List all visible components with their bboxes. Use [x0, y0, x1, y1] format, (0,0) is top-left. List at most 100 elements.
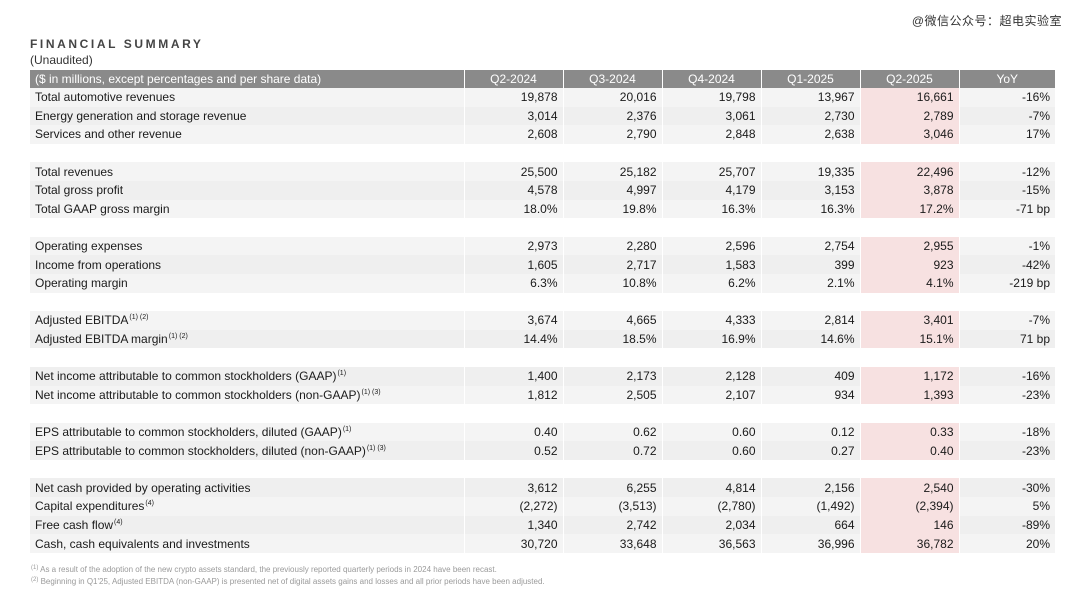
value-cell: 6.2% — [662, 273, 762, 293]
table-row: Operating expenses 2,973 2,280 2,596 2,754 2,… — [30, 236, 1055, 256]
table-row: Net income attributable to common stockh… — [30, 385, 1055, 405]
table-row: Energy generation and storage revenue 3,0… — [30, 106, 1055, 126]
value-cell: 2,973 — [464, 236, 564, 256]
value-cell: 4,333 — [662, 311, 762, 330]
footnote-marker: (1) — [342, 425, 352, 433]
row-label: Net cash provided by operating activitie… — [30, 478, 465, 498]
spacer-row — [30, 459, 1055, 479]
value-cell: 18.5% — [563, 329, 663, 349]
footnote-line: (1) As a result of the adoption of the n… — [30, 563, 545, 575]
spacer-cell — [30, 459, 1055, 479]
value-cell: 0.72 — [563, 441, 663, 460]
row-label-text: Operating expenses — [35, 239, 143, 254]
table-row: Total gross profit 4,578 4,997 4,179 3,153 3,… — [30, 180, 1055, 200]
spacer-row — [30, 404, 1055, 423]
page-subtitle: (Unaudited) — [30, 53, 93, 67]
row-label-text: Total GAAP gross margin — [35, 201, 170, 216]
column-header-period: Q1-2025 — [761, 70, 861, 88]
value-cell: 16,661 — [860, 88, 960, 107]
value-cell: (3,513) — [563, 497, 663, 516]
value-cell: 2,034 — [662, 515, 762, 535]
value-cell: 0.33 — [860, 422, 960, 442]
yoy-cell: 20% — [959, 534, 1055, 553]
value-cell: 1,583 — [662, 255, 762, 274]
table-body: Total automotive revenues 19,878 20,016 19,… — [30, 88, 1055, 553]
value-cell: 3,878 — [860, 180, 960, 200]
yoy-cell: -23% — [959, 385, 1055, 405]
value-cell: 1,400 — [464, 366, 564, 386]
value-cell: 2,505 — [563, 385, 663, 405]
row-label: Capital expenditures(4) — [30, 497, 465, 516]
row-label: Services and other revenue — [30, 125, 465, 144]
row-label: Adjusted EBITDA(1) (2) — [30, 311, 465, 330]
row-label: Total gross profit — [30, 180, 465, 200]
value-cell: 25,500 — [464, 162, 564, 181]
table-row: Services and other revenue 2,608 2,790 2,84… — [30, 125, 1055, 144]
value-cell: 3,046 — [860, 125, 960, 144]
table-row: EPS attributable to common stockholders,… — [30, 441, 1055, 460]
value-cell: 1,172 — [860, 366, 960, 386]
value-cell: 6,255 — [563, 478, 663, 498]
yoy-cell: -16% — [959, 366, 1055, 386]
yoy-cell: 17% — [959, 125, 1055, 144]
yoy-cell: -23% — [959, 441, 1055, 460]
row-label: Total GAAP gross margin — [30, 199, 465, 219]
value-cell: 0.52 — [464, 441, 564, 460]
table-row: EPS attributable to common stockholders,… — [30, 422, 1055, 442]
footnote-marker: (1) (3) — [366, 444, 386, 452]
value-cell: 6.3% — [464, 273, 564, 293]
value-cell: 3,612 — [464, 478, 564, 498]
table-header-row: ($ in millions, except percentages and p… — [30, 70, 1055, 88]
value-cell: 923 — [860, 255, 960, 274]
value-cell: 19,878 — [464, 88, 564, 107]
value-cell: 25,182 — [563, 162, 663, 181]
value-cell: 0.12 — [761, 422, 861, 442]
value-cell: 14.6% — [761, 329, 861, 349]
table-row: Total revenues 25,500 25,182 25,707 19,335 22… — [30, 162, 1055, 181]
footnote-marker: (1) (2) — [129, 314, 149, 322]
yoy-cell: -7% — [959, 311, 1055, 330]
value-cell: 409 — [761, 366, 861, 386]
page-title: FINANCIAL SUMMARY — [30, 37, 204, 51]
yoy-cell: 71 bp — [959, 329, 1055, 349]
row-label-text: Total revenues — [35, 164, 114, 179]
footnotes: (1) As a result of the adoption of the n… — [30, 563, 545, 587]
value-cell: (2,272) — [464, 497, 564, 516]
row-label-text: Adjusted EBITDA margin — [35, 332, 168, 347]
value-cell: 18.0% — [464, 199, 564, 219]
value-cell: 0.62 — [563, 422, 663, 442]
value-cell: 0.40 — [464, 422, 564, 442]
row-label-text: Cash, cash equivalents and investments — [35, 536, 250, 551]
row-label: Free cash flow(4) — [30, 515, 465, 535]
value-cell: 33,648 — [563, 534, 663, 553]
value-cell: 1,812 — [464, 385, 564, 405]
value-cell: 0.40 — [860, 441, 960, 460]
table-row: Adjusted EBITDA margin(1) (2) 14.4% 18.5% 1… — [30, 329, 1055, 349]
value-cell: 2,156 — [761, 478, 861, 498]
value-cell: 36,782 — [860, 534, 960, 553]
value-cell: 3,674 — [464, 311, 564, 330]
row-label-text: EPS attributable to common stockholders,… — [35, 424, 342, 439]
spacer-row — [30, 143, 1055, 163]
yoy-cell: -16% — [959, 88, 1055, 107]
value-cell: 2,638 — [761, 125, 861, 144]
value-cell: 2,754 — [761, 236, 861, 256]
value-cell: 934 — [761, 385, 861, 405]
watermark-text: @微信公众号：超电实验室 — [911, 14, 1062, 28]
value-cell: (1,492) — [761, 497, 861, 516]
row-label-text: Capital expenditures — [35, 499, 145, 514]
value-cell: 2,848 — [662, 125, 762, 144]
row-label-text: Income from operations — [35, 257, 162, 272]
value-cell: 0.60 — [662, 422, 762, 442]
yoy-cell: -1% — [959, 236, 1055, 256]
footnote-marker: (4) — [145, 500, 154, 508]
yoy-cell: -71 bp — [959, 199, 1055, 219]
value-cell: 13,967 — [761, 88, 861, 107]
row-label: Net income attributable to common stockh… — [30, 385, 465, 405]
spacer-row — [30, 218, 1055, 237]
value-cell: 15.1% — [860, 329, 960, 349]
spacer-cell — [30, 348, 1055, 367]
row-label: EPS attributable to common stockholders,… — [30, 422, 465, 442]
table-row: Total GAAP gross margin 18.0% 19.8% 16.3% 16… — [30, 199, 1055, 219]
row-label-text: Net cash provided by operating activitie… — [35, 480, 251, 495]
